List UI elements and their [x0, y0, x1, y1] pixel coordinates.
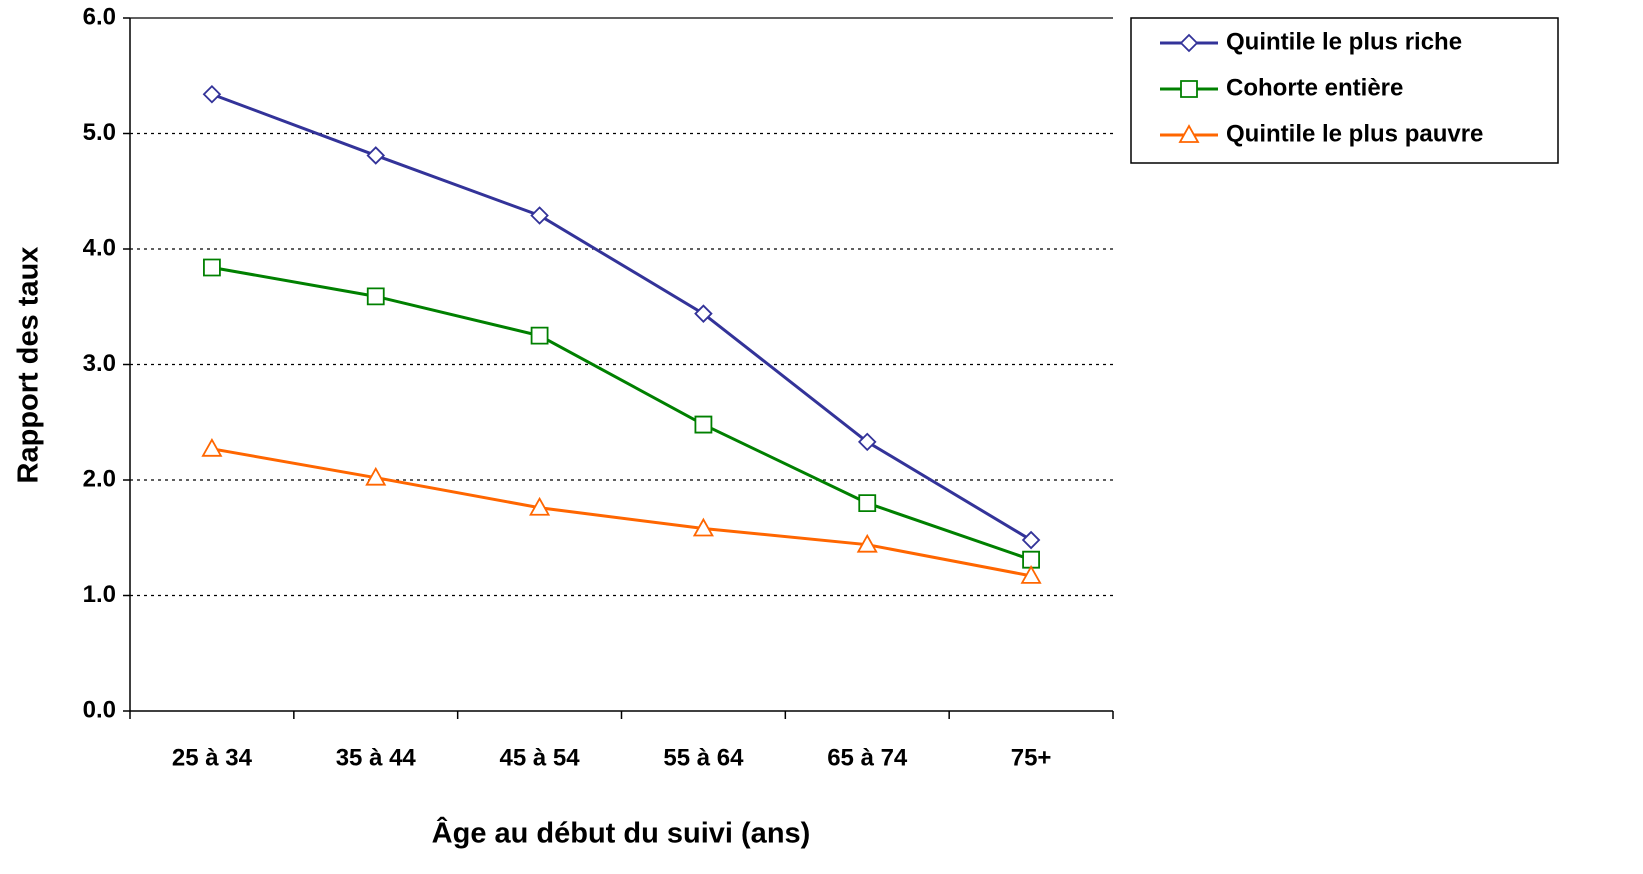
marker — [1020, 565, 1042, 584]
x-tick-label: 65 à 74 — [827, 744, 908, 771]
marker — [202, 84, 222, 104]
y-tick-label: 2.0 — [83, 465, 116, 492]
y-tick-label: 1.0 — [83, 581, 116, 608]
marker — [530, 326, 549, 345]
marker — [856, 533, 878, 553]
marker — [203, 258, 221, 277]
x-tick-label: 45 à 54 — [500, 744, 581, 771]
y-tick-label: 6.0 — [83, 3, 116, 30]
marker — [857, 432, 877, 452]
marker — [529, 496, 551, 516]
y-tick-label: 3.0 — [83, 350, 116, 377]
y-tick-label: 4.0 — [83, 234, 116, 261]
series-line — [211, 92, 1032, 542]
y-tick-label: 0.0 — [83, 696, 116, 723]
legend-label: Quintile le plus pauvre — [1226, 120, 1483, 147]
marker — [365, 466, 387, 486]
marker — [201, 437, 223, 457]
x-tick-label: 75+ — [1011, 744, 1052, 771]
marker — [1021, 530, 1041, 550]
marker — [530, 206, 549, 225]
y-tick-label: 5.0 — [83, 119, 116, 146]
marker — [858, 494, 877, 513]
legend-marker — [1178, 124, 1200, 143]
marker — [1022, 550, 1040, 569]
x-tick-label: 55 à 64 — [663, 744, 744, 771]
x-axis-title: Âge au début du suivi (ans) — [432, 816, 811, 850]
legend-label: Quintile le plus riche — [1226, 28, 1462, 55]
marker — [366, 287, 385, 306]
marker — [366, 146, 386, 165]
legend-marker — [1179, 33, 1199, 53]
series-line — [211, 266, 1032, 562]
x-tick-label: 25 à 34 — [172, 744, 253, 771]
legend-label: Cohorte entière — [1226, 74, 1403, 101]
marker — [694, 304, 713, 323]
legend-marker — [1180, 80, 1198, 98]
marker — [694, 415, 713, 434]
series-line — [211, 447, 1032, 578]
x-tick-label: 35 à 44 — [336, 744, 417, 771]
y-axis-title: Rapport des taux — [13, 247, 45, 484]
marker — [692, 517, 714, 537]
